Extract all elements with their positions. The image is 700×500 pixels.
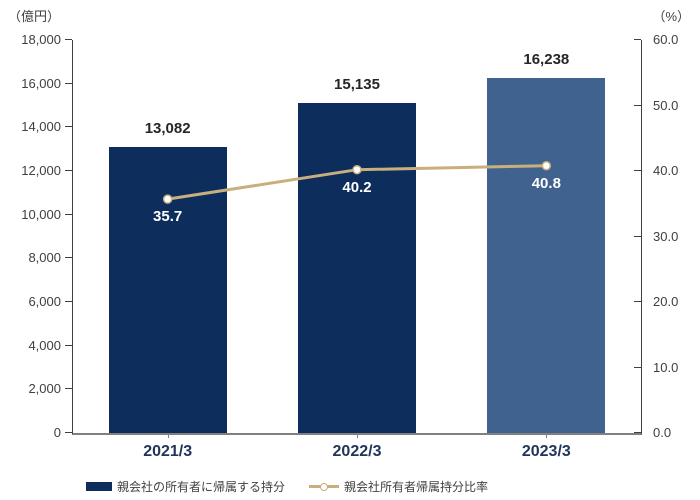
left-axis-tick — [65, 82, 72, 84]
left-axis-tick — [65, 39, 72, 40]
right-axis-tick — [634, 104, 641, 106]
line-point-label: 40.2 — [342, 178, 372, 196]
x-axis-tick — [167, 433, 169, 438]
legend: 親会社の所有者に帰属する持分 親会社所有者帰属持分比率 — [86, 478, 488, 495]
bar-value-label: 16,238 — [523, 51, 570, 69]
right-axis-tick-label: 20.0 — [653, 294, 679, 309]
plot-area: 0 2,000 4,000 6,000 8,000 10,000 12,000 14,000 1… — [21, 32, 678, 460]
line-marker — [541, 161, 552, 171]
line-marker — [352, 164, 362, 175]
line-series — [162, 161, 552, 204]
bar-value-label: 15,135 — [334, 75, 380, 93]
x-axis-label-2022/3: 2022/3 — [332, 443, 382, 460]
left-axis-tick-label: 0 — [53, 425, 61, 440]
right-axis-tick-label: 0.0 — [653, 425, 672, 440]
right-axis-tick-label: 40.0 — [653, 163, 679, 178]
left-axis-tick — [65, 213, 72, 215]
left-axis-tick — [65, 432, 72, 433]
right-axis-tick — [634, 301, 641, 302]
right-axis-tick — [634, 39, 641, 40]
left-axis-tick — [65, 126, 72, 128]
x-axis-label-2023/3: 2023/3 — [521, 443, 571, 460]
x-axis-label-2021/3: 2021/3 — [143, 443, 193, 460]
right-axis-tick-label: 30.0 — [653, 228, 679, 244]
line-marker-icon — [320, 482, 329, 491]
right-axis-unit-label: （%） — [652, 9, 690, 24]
left-axis-tick — [65, 257, 72, 259]
left-axis-tick-label: 14,000 — [21, 119, 61, 135]
bar-2023/3 — [487, 78, 606, 433]
left-axis-tick-label: 18,000 — [21, 32, 61, 47]
bar-series-swatch-icon — [86, 482, 112, 491]
bar-value-label: 13,082 — [144, 120, 191, 138]
left-axis-unit-label: （億円） — [8, 9, 61, 24]
right-axis-tick — [634, 432, 641, 433]
left-axis-tick — [65, 388, 72, 390]
bar-series-legend-label: 親会社の所有者に帰属する持分 — [117, 480, 286, 494]
legend-item-line-series: 親会社所有者帰属持分比率 — [309, 478, 488, 495]
line-series-legend-label: 親会社所有者帰属持分比率 — [344, 480, 489, 494]
left-axis-tick — [65, 301, 72, 302]
bar-2022/3 — [298, 102, 416, 433]
left-axis-tick-label: 4,000 — [28, 337, 61, 353]
left-axis-tick-label: 8,000 — [28, 250, 61, 266]
left-axis-tick — [65, 344, 72, 346]
x-axis-tick — [357, 433, 358, 438]
left-axis-tick-label: 10,000 — [21, 206, 61, 222]
legend-item-bar-series: 親会社の所有者に帰属する持分 — [86, 478, 285, 495]
left-axis-tick-label: 12,000 — [21, 163, 61, 178]
left-axis-tick — [65, 170, 72, 171]
line-point-label: 35.7 — [153, 208, 183, 226]
right-axis-tick — [634, 170, 641, 171]
right-axis-tick-label: 50.0 — [653, 97, 679, 113]
right-axis-tick-label: 10.0 — [653, 359, 679, 375]
x-axis-tick — [546, 433, 548, 438]
right-axis-tick — [634, 366, 641, 368]
right-axis-tick-label: 60.0 — [653, 32, 679, 47]
right-axis-tick — [634, 235, 641, 237]
line-point-label: 40.8 — [531, 174, 561, 192]
line-series-swatch-icon — [309, 482, 340, 491]
line-marker — [162, 194, 173, 204]
left-axis-tick-label: 16,000 — [21, 75, 61, 91]
left-axis-tick-label: 2,000 — [28, 381, 61, 397]
left-axis-tick-label: 6,000 — [28, 294, 61, 309]
